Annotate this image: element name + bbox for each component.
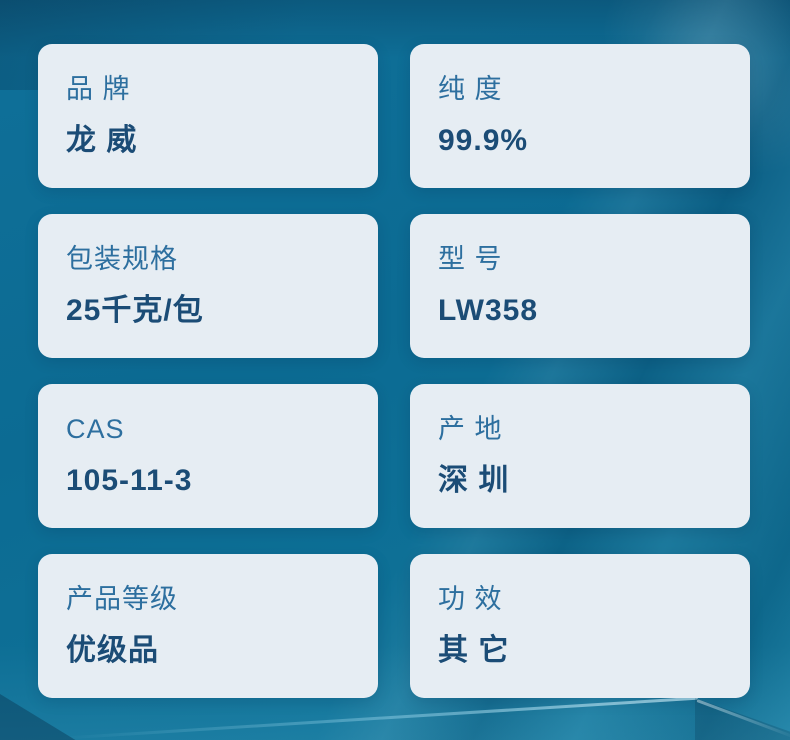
spec-label-purity: 纯 度: [438, 74, 503, 104]
spec-value-packaging: 25千克/包: [66, 294, 204, 327]
spec-value-origin: 深 圳: [438, 464, 510, 497]
spec-value-model: LW358: [438, 294, 539, 327]
spec-value-purity: 99.9%: [438, 124, 529, 157]
spec-label-model: 型 号: [438, 244, 503, 274]
spec-card-brand: 品 牌 龙 威: [38, 44, 378, 188]
spec-value-function: 其 它: [438, 634, 510, 667]
spec-value-brand: 龙 威: [66, 124, 138, 157]
spec-label-origin: 产 地: [438, 414, 503, 444]
podium-edge-left: [56, 696, 698, 740]
spec-label-brand: 品 牌: [66, 74, 131, 104]
spec-card-function: 功 效 其 它: [410, 554, 750, 698]
spec-card-grade: 产品等级 优级品: [38, 554, 378, 698]
podium-shadow-right: [695, 698, 790, 740]
spec-value-grade: 优级品: [66, 634, 159, 667]
spec-value-cas: 105-11-3: [66, 464, 193, 497]
spec-label-grade: 产品等级: [66, 584, 178, 614]
spec-label-function: 功 效: [438, 584, 503, 614]
spec-card-model: 型 号 LW358: [410, 214, 750, 358]
spec-card-origin: 产 地 深 圳: [410, 384, 750, 528]
spec-card-cas: CAS 105-11-3: [38, 384, 378, 528]
podium-shadow-left: [0, 694, 76, 740]
spec-card-purity: 纯 度 99.9%: [410, 44, 750, 188]
spec-label-cas: CAS: [66, 414, 125, 444]
spec-card-packaging: 包装规格 25千克/包: [38, 214, 378, 358]
spec-card-grid: 品 牌 龙 威 纯 度 99.9% 包装规格 25千克/包 型 号 LW358 …: [38, 44, 750, 698]
podium-edge-right: [696, 699, 790, 738]
spec-label-packaging: 包装规格: [66, 244, 178, 274]
